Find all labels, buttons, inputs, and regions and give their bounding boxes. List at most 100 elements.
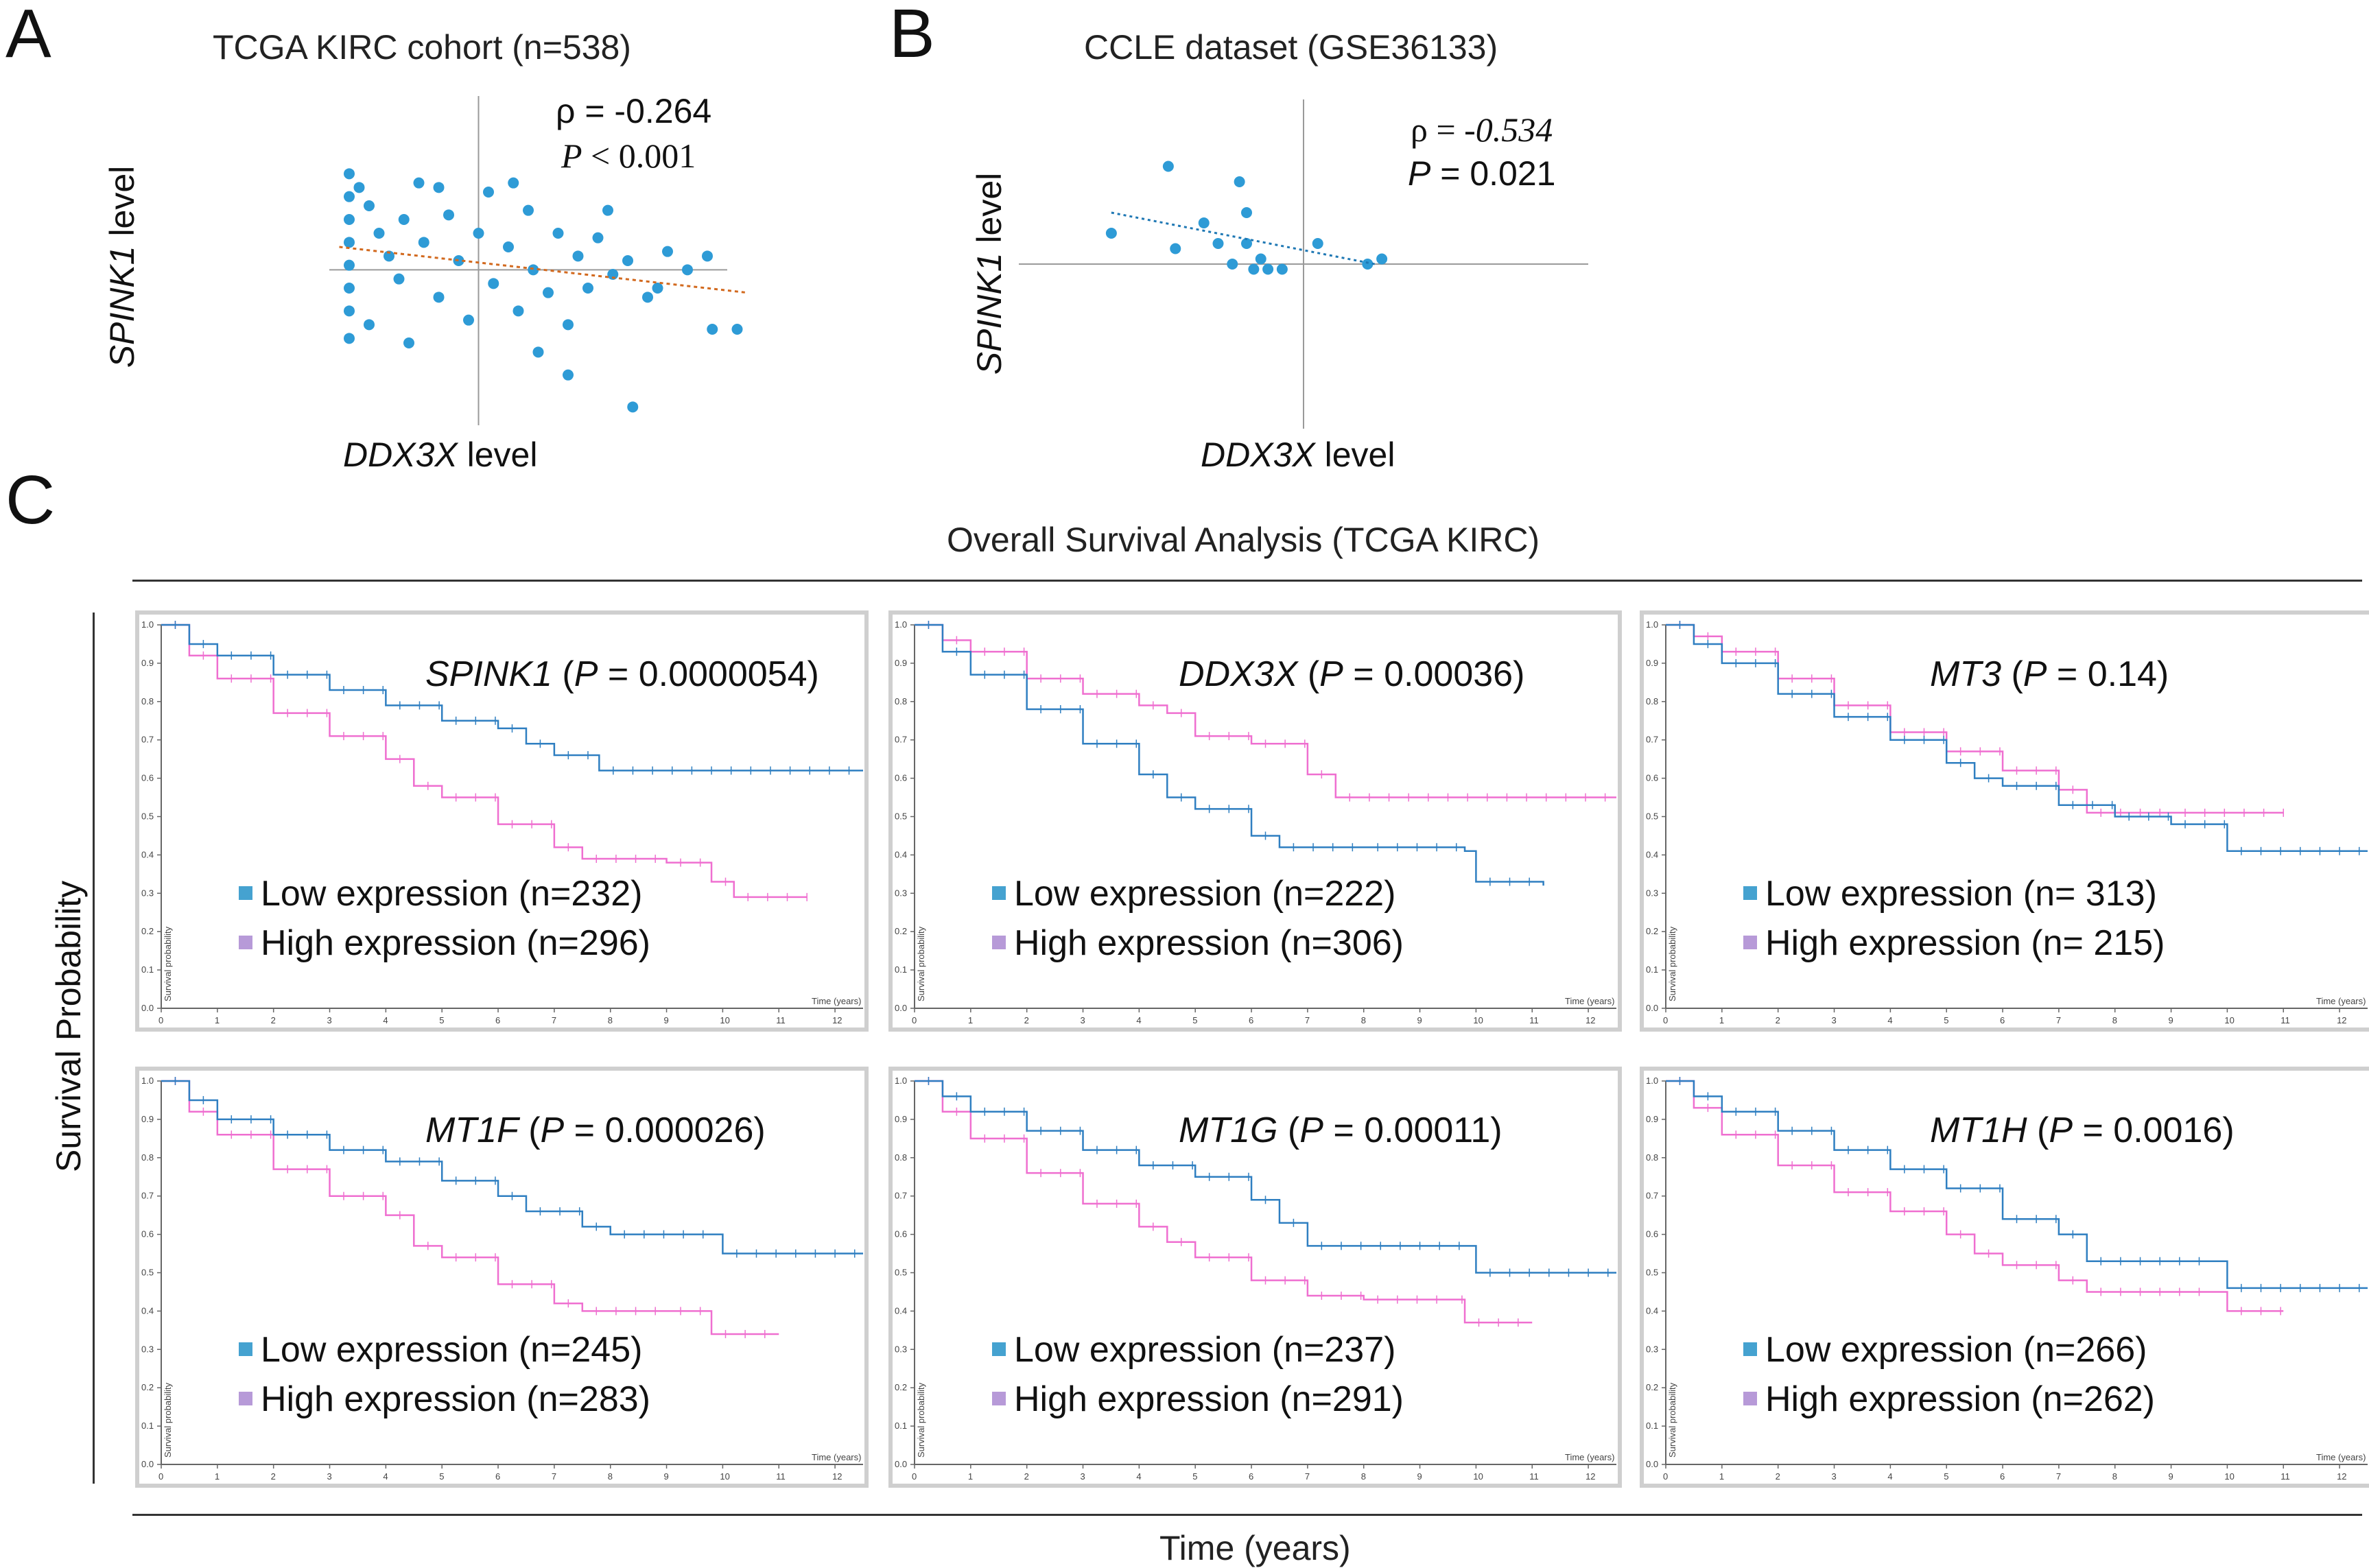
x-tick-label: 10 <box>720 1015 729 1025</box>
x-tick-label: 11 <box>2280 1471 2290 1482</box>
x-tick-label: 10 <box>720 1471 729 1482</box>
x-tick-label: 7 <box>552 1471 556 1482</box>
x-tick-label: 5 <box>439 1471 444 1482</box>
x-tick-label: 3 <box>327 1471 332 1482</box>
data-point <box>1248 263 1260 275</box>
x-tick-label: 8 <box>1361 1471 1366 1482</box>
x-tick-label: 12 <box>2337 1471 2346 1482</box>
y-tick-label: 0.4 <box>895 1305 907 1316</box>
x-tick-label: 2 <box>271 1471 276 1482</box>
km-panel-mt1h: 0.0 0.1 0.2 0.3 0.4 0.5 0.6 0.7 0.8 0.9 1.0 0 1 2 3 4 5 6… <box>1640 1067 2369 1488</box>
x-tick-label: 9 <box>664 1015 669 1025</box>
data-point <box>1162 161 1174 172</box>
km-p-value: = 0.00036) <box>1343 654 1525 694</box>
data-point <box>418 237 429 248</box>
x-tick-label: 10 <box>1473 1471 1483 1482</box>
x-tick-label: 2 <box>1024 1471 1029 1482</box>
x-tick-label: 2 <box>1776 1015 1780 1025</box>
km-p-symbol: P <box>1319 654 1343 694</box>
scatter-b-ylabel-suffix: level <box>970 172 1009 253</box>
data-point <box>473 228 484 239</box>
y-tick-label: 0.5 <box>1646 811 1658 822</box>
x-tick-label: 12 <box>832 1015 842 1025</box>
km-p-symbol: P <box>540 1110 565 1150</box>
data-point <box>1362 259 1374 270</box>
x-tick-label: 5 <box>1944 1015 1948 1025</box>
km-legend-low: Low expression (n=266) <box>1743 1329 2147 1370</box>
x-tick-label: 8 <box>2112 1471 2117 1482</box>
km-open-paren: ( <box>2001 654 2023 694</box>
data-point <box>443 209 454 221</box>
data-point <box>344 237 355 248</box>
y-tick-label: 0.0 <box>895 1003 907 1013</box>
x-tick-label: 12 <box>832 1471 842 1482</box>
data-point <box>543 287 554 298</box>
x-tick-label: 4 <box>1136 1015 1141 1025</box>
data-point <box>413 177 425 189</box>
x-tick-label: 8 <box>608 1015 613 1025</box>
km-plot: 0.00.10.20.30.40.50.60.70.80.91.00 1 2 3 4 5 6… <box>135 610 869 1032</box>
y-tick-label: 0.7 <box>1646 735 1658 745</box>
x-tick-label: 4 <box>1887 1471 1892 1482</box>
data-point <box>563 319 574 331</box>
y-tick-label: 0.7 <box>895 735 907 745</box>
y-tick-label: 1.0 <box>1646 619 1658 630</box>
km-open-paren: ( <box>1297 654 1320 694</box>
x-tick-label: 7 <box>2056 1471 2061 1482</box>
data-point <box>582 283 593 294</box>
km-p-symbol: P <box>2049 1110 2073 1150</box>
x-tick-label: 1 <box>1719 1471 1724 1482</box>
data-point <box>702 250 713 262</box>
km-p-value: = 0.000026) <box>564 1110 766 1150</box>
x-tick-label: 7 <box>1305 1015 1310 1025</box>
km-legend-high-label: High expression (n=306) <box>1014 923 1404 963</box>
survival-title: Overall Survival Analysis (TCGA KIRC) <box>947 521 1540 559</box>
km-legend-low: Low expression (n=237) <box>992 1329 1395 1370</box>
y-tick-label: 1.0 <box>141 619 154 630</box>
y-tick-label: 0.8 <box>141 696 154 706</box>
km-legend-high: High expression (n=262) <box>1743 1379 2155 1420</box>
scatter-a-rho: ρ = -0.264 <box>556 92 712 130</box>
high-expression-curve <box>161 1080 779 1335</box>
km-legend-low-label: Low expression (n=245) <box>261 1330 643 1370</box>
scatter-b-rho-value: -0.534 <box>1464 110 1553 149</box>
x-tick-label: 6 <box>1249 1471 1253 1482</box>
km-open-paren: ( <box>1277 1110 1300 1150</box>
km-legend-high-label: High expression (n=283) <box>261 1379 650 1419</box>
x-tick-label: 12 <box>2337 1015 2346 1025</box>
y-tick-label: 0.3 <box>1646 888 1658 898</box>
km-legend-high: High expression (n= 215) <box>1743 923 2165 964</box>
data-point <box>592 232 604 243</box>
x-tick-label: 6 <box>2000 1471 2005 1482</box>
y-tick-label: 0.1 <box>141 964 154 975</box>
x-tick-label: 4 <box>383 1471 388 1482</box>
x-tick-label: 10 <box>1473 1015 1483 1025</box>
y-tick-label: 0.9 <box>1646 658 1658 668</box>
y-tick-label: 0.2 <box>141 1382 154 1392</box>
x-tick-label: 4 <box>1887 1015 1892 1025</box>
scatter-a-ylabel-suffix: level <box>103 165 141 246</box>
data-point <box>433 292 445 303</box>
x-tick-label: 9 <box>664 1471 669 1482</box>
y-tick-label: 0.3 <box>141 888 154 898</box>
scatter-a-xlabel: DDX3X level <box>343 435 537 475</box>
x-tick-label: 2 <box>1776 1471 1780 1482</box>
km-gene-name: MT1F <box>425 1110 519 1150</box>
data-point <box>602 204 613 216</box>
x-tick-label: 0 <box>158 1471 163 1482</box>
scatter-b-ylabel-gene: SPINK1 <box>970 252 1009 375</box>
x-axis-title: Time (years) <box>1565 1452 1614 1462</box>
data-point <box>1227 259 1238 270</box>
y-tick-label: 0.4 <box>1646 1305 1658 1316</box>
km-plot: 0.00.10.20.30.40.50.60.70.80.91.00 1 2 3 4 5 6… <box>1640 610 2369 1032</box>
data-point <box>1276 263 1288 275</box>
data-point <box>503 241 514 252</box>
survival-ylabel: Survival Probability <box>49 880 88 1172</box>
scatter-b-p: P = 0.021 <box>1408 154 1555 193</box>
y-axis-title: Survival probability <box>916 1382 926 1458</box>
km-panel-mt3: 0.0 0.1 0.2 0.3 0.4 0.5 0.6 0.7 0.8 0.9 1.0 0 1 2 3 4 5 6… <box>1640 610 2369 1032</box>
data-point <box>572 250 584 262</box>
y-tick-label: 0.8 <box>1646 696 1658 706</box>
data-point <box>344 191 355 202</box>
km-gene-name: MT1G <box>1179 1110 1278 1150</box>
